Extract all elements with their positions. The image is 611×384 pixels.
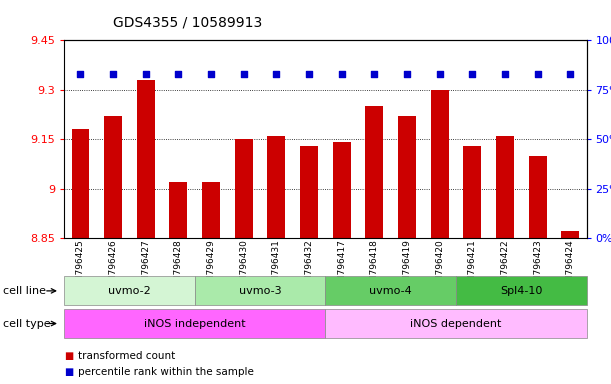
- Point: [565, 71, 575, 77]
- Text: iNOS dependent: iNOS dependent: [410, 318, 502, 329]
- Point: [500, 71, 510, 77]
- Point: [271, 71, 281, 77]
- Bar: [333, 142, 351, 238]
- Text: cell line: cell line: [3, 286, 46, 296]
- Bar: [496, 136, 514, 238]
- Point: [370, 71, 379, 77]
- Bar: [268, 136, 285, 238]
- Bar: [300, 146, 318, 238]
- Text: percentile rank within the sample: percentile rank within the sample: [78, 367, 254, 377]
- Text: Spl4-10: Spl4-10: [500, 286, 543, 296]
- Bar: [431, 90, 448, 238]
- Text: uvmo-2: uvmo-2: [108, 286, 151, 296]
- Text: ■: ■: [64, 367, 73, 377]
- Bar: [235, 139, 253, 238]
- Point: [337, 71, 346, 77]
- Text: cell type: cell type: [3, 318, 51, 329]
- Point: [239, 71, 249, 77]
- Text: iNOS independent: iNOS independent: [144, 318, 246, 329]
- Bar: [169, 182, 188, 238]
- Bar: [398, 116, 416, 238]
- Bar: [529, 156, 547, 238]
- Text: uvmo-3: uvmo-3: [239, 286, 282, 296]
- Point: [174, 71, 183, 77]
- Text: ■: ■: [64, 351, 73, 361]
- Point: [108, 71, 118, 77]
- Bar: [463, 146, 481, 238]
- Bar: [562, 232, 579, 238]
- Bar: [137, 80, 155, 238]
- Bar: [365, 106, 383, 238]
- Bar: [202, 182, 220, 238]
- Text: uvmo-4: uvmo-4: [369, 286, 412, 296]
- Point: [76, 71, 86, 77]
- Text: transformed count: transformed count: [78, 351, 175, 361]
- Point: [141, 71, 151, 77]
- Point: [304, 71, 314, 77]
- Point: [533, 71, 543, 77]
- Point: [206, 71, 216, 77]
- Point: [467, 71, 477, 77]
- Point: [402, 71, 412, 77]
- Point: [435, 71, 445, 77]
- Bar: [104, 116, 122, 238]
- Bar: [71, 129, 89, 238]
- Text: GDS4355 / 10589913: GDS4355 / 10589913: [113, 15, 262, 29]
